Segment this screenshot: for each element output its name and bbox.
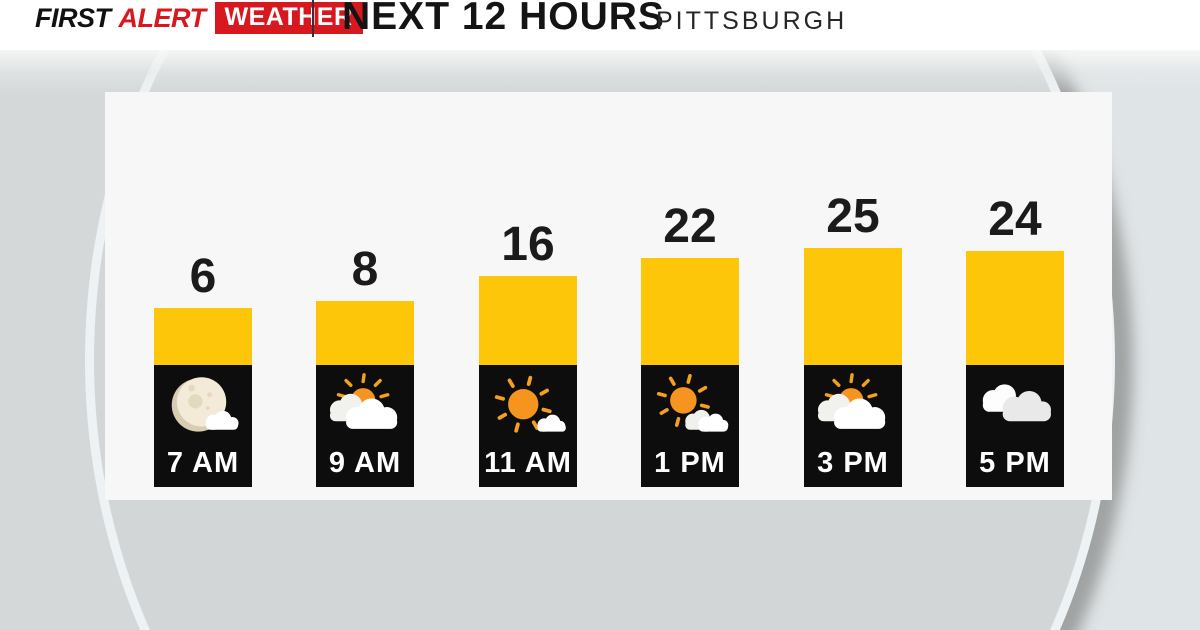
- forecast-bar: 6 7 AM: [154, 253, 252, 487]
- forecast-bar: 25 3 PM: [804, 193, 902, 487]
- moon-cloud-icon: [154, 365, 252, 447]
- time-label: 1 PM: [654, 447, 726, 479]
- bar-body: 3 PM: [804, 365, 902, 487]
- temperature-bar: [804, 248, 902, 365]
- time-label: 5 PM: [979, 447, 1051, 479]
- page-title: NEXT 12 HOURS: [342, 0, 665, 38]
- temperature-bar: [966, 251, 1064, 365]
- temperature-value: 25: [826, 190, 880, 243]
- location-label: PITTSBURGH: [656, 7, 848, 35]
- bar-body: 7 AM: [154, 365, 252, 487]
- temperature-bar: [316, 301, 414, 365]
- cloudy-icon: [966, 365, 1064, 447]
- bar-body: 5 PM: [966, 365, 1064, 487]
- sun-small-clouds-icon: [641, 365, 739, 447]
- forecast-bar: 16 11 AM: [479, 221, 577, 487]
- sunny-icon: [479, 365, 577, 447]
- forecast-bar: 22 1 PM: [641, 203, 739, 487]
- time-label: 11 AM: [484, 447, 572, 479]
- bar-body: 11 AM: [479, 365, 577, 487]
- header-bar: FIRST ALERT WEATHER NEXT 12 HOURS PITTSB…: [0, 0, 1200, 50]
- chart-panel: [105, 92, 1112, 500]
- temperature-value: 16: [501, 218, 555, 271]
- temperature-value: 22: [663, 200, 717, 253]
- temperature-value: 24: [988, 193, 1042, 246]
- temperature-bar: [641, 258, 739, 365]
- temperature-value: 6: [189, 250, 217, 303]
- logo-first-text: FIRST: [35, 2, 111, 33]
- header-divider: [312, 0, 314, 37]
- temperature-value: 8: [351, 243, 379, 296]
- sun-behind-clouds-icon: [804, 365, 902, 447]
- first-alert-weather-logo: FIRST ALERT WEATHER: [35, 2, 363, 34]
- temperature-bar: [479, 276, 577, 365]
- temperature-bar: [154, 308, 252, 365]
- background-top-fade: [0, 48, 1200, 94]
- time-label: 3 PM: [817, 447, 889, 479]
- forecast-bar: 8 9 AM: [316, 246, 414, 487]
- time-label: 9 AM: [328, 447, 402, 479]
- sun-behind-clouds-icon: [316, 365, 414, 447]
- time-label: 7 AM: [166, 447, 240, 479]
- logo-weather-badge: WEATHER: [214, 2, 363, 34]
- forecast-bar: 24 5 PM: [966, 196, 1064, 487]
- logo-alert-text: ALERT: [118, 2, 207, 33]
- bar-body: 1 PM: [641, 365, 739, 487]
- bar-body: 9 AM: [316, 365, 414, 487]
